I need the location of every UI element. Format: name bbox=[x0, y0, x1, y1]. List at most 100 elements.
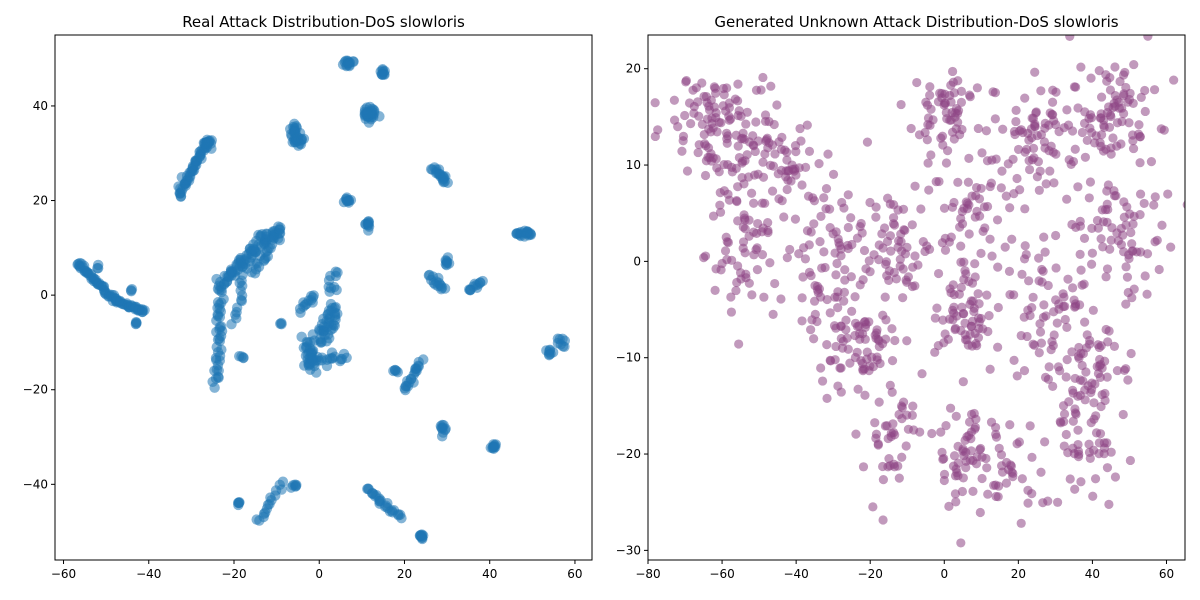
chart-right-point bbox=[940, 245, 951, 255]
chart-right-point bbox=[712, 127, 722, 137]
chart-right-point bbox=[791, 170, 801, 180]
chart-right-point bbox=[1016, 518, 1026, 528]
chart-right-point bbox=[1121, 220, 1131, 230]
chart-right-point bbox=[987, 155, 997, 165]
chart-right-point bbox=[821, 183, 832, 194]
chart-right-point bbox=[796, 136, 806, 146]
chart-right-point bbox=[937, 238, 948, 248]
chart-right-point bbox=[1039, 137, 1049, 147]
chart-right-point bbox=[962, 335, 972, 345]
chart-right-point bbox=[1086, 128, 1097, 138]
chart-right-point bbox=[1086, 73, 1096, 83]
chart-right-point bbox=[937, 131, 948, 141]
chart-right-point bbox=[1152, 235, 1162, 245]
chart-right-point bbox=[779, 212, 789, 222]
chart-right-y-tick-label: 0 bbox=[633, 254, 641, 268]
chart-right-point bbox=[1030, 121, 1040, 131]
chart-right-point bbox=[794, 249, 804, 259]
chart-right-point bbox=[956, 241, 966, 251]
chart-right-point bbox=[680, 110, 690, 121]
chart-right-point bbox=[717, 258, 727, 269]
chart-right-point bbox=[1163, 189, 1173, 199]
chart-right-point bbox=[985, 364, 995, 374]
chart-right-point bbox=[1086, 259, 1097, 269]
chart-right-point bbox=[1040, 247, 1050, 257]
chart-right-point bbox=[963, 177, 973, 187]
chart-right-point bbox=[1112, 365, 1123, 376]
chart-right-point bbox=[990, 114, 1000, 124]
chart-right-point bbox=[860, 390, 870, 400]
chart-right-point bbox=[933, 268, 944, 279]
chart-left-point bbox=[276, 317, 287, 329]
chart-right-point bbox=[1094, 65, 1104, 76]
chart-right-point bbox=[1080, 152, 1090, 162]
chart-right-point bbox=[1093, 223, 1103, 233]
chart-right-point bbox=[1166, 242, 1176, 252]
chart-right-point bbox=[1097, 130, 1107, 140]
chart-right-point bbox=[1102, 264, 1113, 274]
chart-right-point bbox=[956, 257, 966, 267]
chart-right-point bbox=[895, 254, 905, 264]
chart-right-point bbox=[747, 188, 757, 198]
chart-right-point bbox=[1045, 166, 1055, 176]
chart-right-point bbox=[1048, 340, 1058, 351]
chart-right-point bbox=[910, 181, 920, 191]
chart-right-point bbox=[1079, 233, 1090, 243]
chart-right-point bbox=[978, 324, 988, 334]
chart-right-point bbox=[760, 110, 771, 120]
chart-left-y-tick-label: 0 bbox=[40, 288, 48, 302]
chart-right-point bbox=[817, 376, 828, 386]
chart-right-point bbox=[939, 338, 949, 348]
chart-right-point bbox=[699, 129, 709, 140]
chart-right-point bbox=[1127, 239, 1137, 249]
chart-right-point bbox=[1068, 416, 1078, 426]
chart-right-point bbox=[843, 344, 853, 354]
chart-right-point bbox=[1074, 342, 1084, 353]
chart-right-point bbox=[970, 259, 980, 269]
chart-right-point bbox=[715, 200, 725, 210]
chart-right-point bbox=[831, 341, 841, 352]
chart-right-point bbox=[871, 429, 882, 439]
chart-right-point bbox=[946, 80, 956, 90]
chart-right-point bbox=[977, 148, 987, 158]
chart-right-point bbox=[1154, 264, 1164, 275]
chart-right-point bbox=[996, 450, 1007, 460]
chart-right-point bbox=[951, 411, 961, 421]
chart-right-point bbox=[715, 207, 726, 217]
chart-right-point bbox=[880, 334, 891, 344]
chart-right-point bbox=[950, 489, 961, 499]
chart-right-point bbox=[1028, 292, 1038, 302]
chart-right-point bbox=[1084, 193, 1094, 203]
chart-right-point bbox=[1087, 223, 1097, 233]
chart-left-y-tick-label: 40 bbox=[33, 99, 48, 113]
chart-right-point bbox=[850, 292, 860, 302]
chart-left-point bbox=[325, 298, 337, 310]
chart-right-point bbox=[1109, 341, 1120, 351]
chart-left-y-tick-label: −40 bbox=[23, 477, 48, 491]
chart-right-point bbox=[801, 162, 811, 173]
chart-right-point bbox=[1079, 279, 1089, 289]
chart-left-point bbox=[488, 442, 500, 453]
chart-right-point bbox=[960, 435, 970, 446]
chart-right-point bbox=[1106, 235, 1116, 245]
chart-right-point bbox=[1053, 497, 1063, 507]
chart-right-point bbox=[1025, 421, 1035, 431]
chart-right-point bbox=[1051, 295, 1061, 305]
chart-right-point bbox=[701, 92, 712, 102]
chart-right-point bbox=[856, 356, 866, 366]
chart-right-y-tick-label: 20 bbox=[626, 62, 641, 76]
chart-right-point bbox=[1101, 272, 1111, 282]
chart-right-point bbox=[878, 310, 888, 320]
chart-right-point bbox=[1110, 472, 1121, 482]
chart-right-point bbox=[873, 439, 883, 449]
chart-left-point bbox=[363, 220, 374, 231]
chart-right-point bbox=[1136, 92, 1146, 102]
chart-right-point bbox=[1043, 280, 1053, 291]
chart-right-title: Generated Unknown Attack Distribution-Do… bbox=[714, 13, 1118, 31]
chart-right-point bbox=[878, 461, 888, 472]
chart-left-point bbox=[552, 337, 564, 349]
chart-right-point bbox=[930, 313, 940, 323]
chart-right-point bbox=[1142, 289, 1152, 299]
chart-right-point bbox=[772, 100, 782, 110]
chart-right-point bbox=[701, 156, 712, 166]
